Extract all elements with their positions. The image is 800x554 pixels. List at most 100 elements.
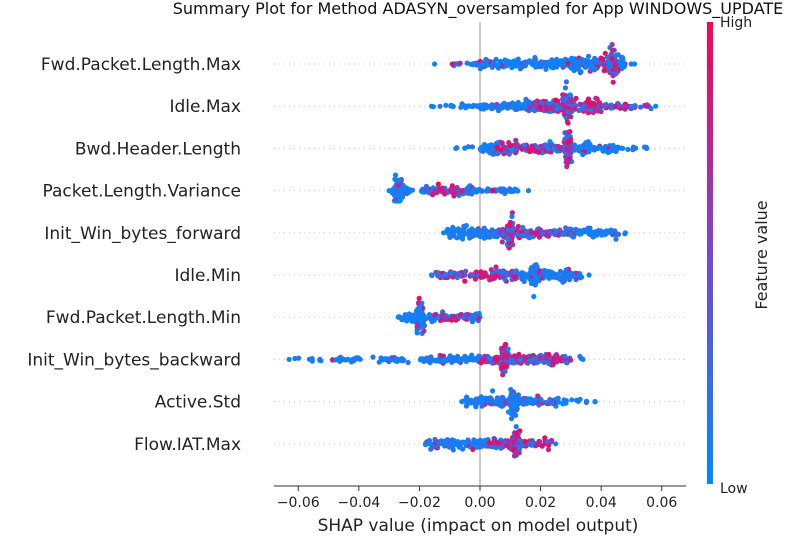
shap-point xyxy=(621,104,627,110)
shap-point xyxy=(428,446,434,452)
shap-point xyxy=(592,399,598,405)
shap-point xyxy=(495,151,501,157)
feature-label: Flow.IAT.Max xyxy=(134,435,241,455)
shap-point xyxy=(508,416,515,422)
x-axis-label: SHAP value (impact on model output) xyxy=(318,516,639,536)
shap-point xyxy=(509,435,516,441)
x-tick-label: −0.02 xyxy=(398,495,441,511)
shap-point xyxy=(564,108,570,114)
shap-point xyxy=(416,295,422,301)
shap-point xyxy=(398,315,404,321)
shap-point xyxy=(495,62,502,68)
x-tick-label: 0.00 xyxy=(464,495,495,511)
shap-point xyxy=(399,356,405,362)
shap-point xyxy=(459,188,465,194)
shap-point xyxy=(562,136,568,142)
shap-point xyxy=(467,235,473,241)
shap-point xyxy=(485,398,491,405)
shap-point xyxy=(355,355,361,361)
shap-point xyxy=(521,59,528,65)
shap-point xyxy=(457,60,463,66)
shap-point xyxy=(469,356,475,362)
shap-point xyxy=(521,142,528,148)
shap-point xyxy=(505,236,511,242)
shap-point xyxy=(584,99,590,105)
shap-point xyxy=(573,95,579,101)
shap-point xyxy=(525,188,532,194)
shap-point xyxy=(473,397,479,403)
shap-point xyxy=(442,315,449,322)
shap-point xyxy=(573,272,580,279)
shap-point xyxy=(443,358,449,364)
shap-point xyxy=(523,401,529,407)
shap-point xyxy=(382,356,388,362)
shap-point xyxy=(462,312,468,318)
shap-point xyxy=(286,356,292,362)
shap-point xyxy=(539,231,546,237)
shap-point xyxy=(514,440,520,446)
shap-point xyxy=(551,146,557,152)
shap-point xyxy=(542,272,548,278)
shap-point xyxy=(453,145,459,151)
feature-label: Init_Win_bytes_forward xyxy=(44,224,241,244)
shap-point xyxy=(509,400,515,406)
shap-point xyxy=(438,353,444,359)
shap-point xyxy=(494,101,500,107)
shap-point xyxy=(609,56,615,62)
shap-point xyxy=(580,151,586,158)
shap-point xyxy=(460,227,466,233)
shap-point xyxy=(637,104,644,110)
shap-point xyxy=(577,59,584,65)
shap-point xyxy=(510,269,516,275)
shap-point xyxy=(534,360,540,366)
shap-point xyxy=(517,271,524,278)
shap-point xyxy=(504,63,510,69)
shap-point xyxy=(615,52,621,58)
colorbar-high-label: High xyxy=(720,15,752,31)
shap-point xyxy=(523,96,529,102)
shap-point xyxy=(531,293,537,300)
shap-point xyxy=(511,353,518,359)
shap-point xyxy=(333,357,339,363)
feature-label: Fwd.Packet.Length.Min xyxy=(46,308,241,328)
feature-label: Idle.Max xyxy=(169,97,241,117)
shap-point xyxy=(560,231,566,237)
shap-point xyxy=(502,342,508,348)
shap-point xyxy=(500,395,506,401)
shap-point xyxy=(507,223,513,229)
shap-point xyxy=(602,50,608,56)
shap-point xyxy=(612,59,618,65)
shap-point xyxy=(386,188,392,194)
shap-point xyxy=(493,273,499,279)
feature-labels: Fwd.Packet.Length.Max Idle.Max Bwd.Header.… xyxy=(27,55,241,455)
shap-point xyxy=(397,193,403,199)
shap-point xyxy=(549,400,556,406)
shap-point xyxy=(536,438,543,444)
shap-point xyxy=(556,232,562,238)
shap-point xyxy=(426,441,432,447)
shap-point xyxy=(502,57,508,63)
shap-point xyxy=(539,100,545,106)
feature-points xyxy=(432,41,638,85)
shap-point xyxy=(495,399,501,405)
feature-points xyxy=(441,210,629,251)
shap-point xyxy=(428,103,435,109)
x-axis: −0.06 −0.04 −0.02 0.00 0.02 0.04 0.06 xyxy=(274,485,686,511)
shap-point xyxy=(472,276,478,282)
shap-point xyxy=(632,103,638,109)
shap-point xyxy=(527,270,533,276)
shap-point xyxy=(474,444,480,450)
shap-point xyxy=(393,356,400,362)
shap-point xyxy=(432,61,438,67)
shap-point xyxy=(443,102,449,108)
shap-point xyxy=(612,103,618,109)
feature-label: Fwd.Packet.Length.Max xyxy=(41,55,241,75)
shap-point xyxy=(498,444,504,450)
feature-points xyxy=(453,129,650,170)
shap-point xyxy=(448,270,454,276)
shap-point xyxy=(553,441,559,447)
shap-point xyxy=(497,227,503,234)
shap-point xyxy=(462,145,468,151)
shap-point xyxy=(469,319,475,325)
